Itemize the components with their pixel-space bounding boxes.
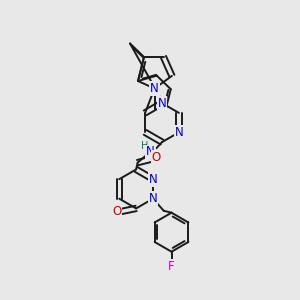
Text: N: N (148, 192, 158, 205)
Text: F: F (168, 260, 175, 273)
Text: O: O (112, 205, 122, 218)
Text: N: N (150, 82, 159, 95)
Text: H: H (141, 142, 148, 152)
Text: N: N (175, 126, 183, 139)
Text: N: N (146, 146, 155, 158)
Text: N: N (158, 97, 166, 110)
Text: N: N (148, 173, 158, 186)
Text: O: O (152, 151, 161, 164)
